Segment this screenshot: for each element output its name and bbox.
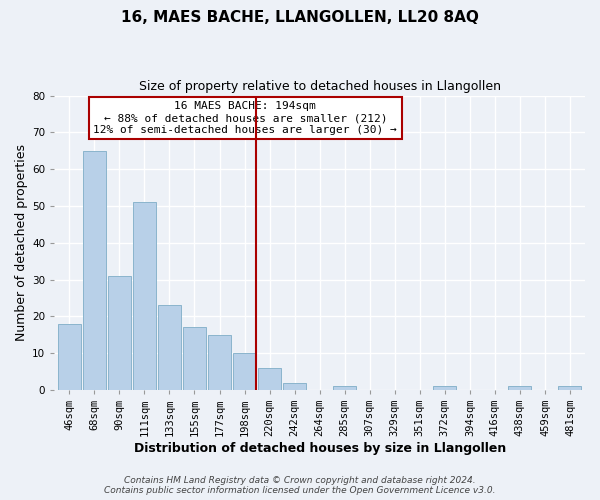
- Bar: [83, 150, 106, 390]
- Bar: [108, 276, 131, 390]
- Bar: [183, 328, 206, 390]
- Bar: [333, 386, 356, 390]
- Text: 16 MAES BACHE: 194sqm
← 88% of detached houses are smaller (212)
12% of semi-det: 16 MAES BACHE: 194sqm ← 88% of detached …: [94, 102, 397, 134]
- Bar: [508, 386, 532, 390]
- Bar: [433, 386, 457, 390]
- X-axis label: Distribution of detached houses by size in Llangollen: Distribution of detached houses by size …: [134, 442, 506, 455]
- Bar: [233, 353, 256, 390]
- Text: 16, MAES BACHE, LLANGOLLEN, LL20 8AQ: 16, MAES BACHE, LLANGOLLEN, LL20 8AQ: [121, 10, 479, 25]
- Bar: [258, 368, 281, 390]
- Bar: [283, 382, 306, 390]
- Bar: [208, 334, 231, 390]
- Bar: [133, 202, 156, 390]
- Bar: [58, 324, 81, 390]
- Bar: [559, 386, 581, 390]
- Bar: [158, 306, 181, 390]
- Text: Contains HM Land Registry data © Crown copyright and database right 2024.
Contai: Contains HM Land Registry data © Crown c…: [104, 476, 496, 495]
- Y-axis label: Number of detached properties: Number of detached properties: [15, 144, 28, 341]
- Title: Size of property relative to detached houses in Llangollen: Size of property relative to detached ho…: [139, 80, 500, 93]
